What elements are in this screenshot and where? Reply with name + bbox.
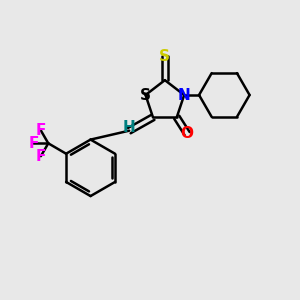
Text: F: F bbox=[36, 149, 46, 164]
Text: H: H bbox=[123, 120, 136, 135]
Text: S: S bbox=[140, 88, 151, 103]
Text: F: F bbox=[36, 123, 46, 138]
Text: N: N bbox=[178, 88, 190, 103]
Text: F: F bbox=[28, 136, 39, 151]
Text: O: O bbox=[181, 126, 194, 141]
Text: S: S bbox=[159, 49, 170, 64]
